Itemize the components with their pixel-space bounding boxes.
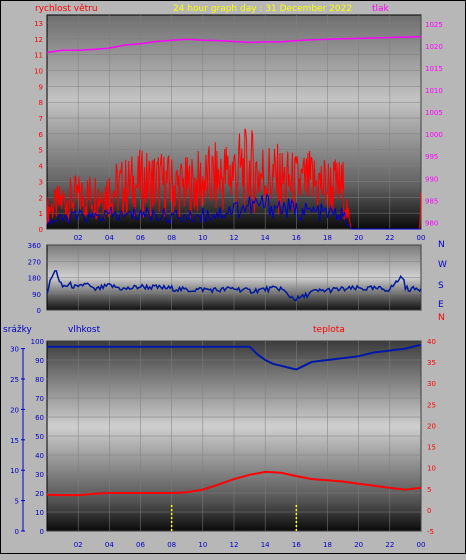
right-tick-label: 1020	[425, 43, 443, 51]
x-tick-label: 04	[105, 541, 114, 549]
rain-tick-label: 0	[15, 528, 19, 536]
temperature-tick-label: 20	[427, 422, 436, 430]
right-tick-label: 980	[425, 219, 438, 227]
temperature-tick-label: 25	[427, 401, 436, 409]
x-tick-label: 20	[354, 234, 363, 242]
humidity-tick-label: 100	[31, 338, 44, 346]
x-tick-label: 08	[167, 234, 176, 242]
right-tick-label: 995	[425, 153, 438, 161]
x-tick-label: 14	[261, 541, 270, 549]
right-tick-label: 1010	[425, 87, 443, 95]
compass-label: N	[438, 240, 445, 250]
graph-title: 24 hour graph day : 31 December 2022	[173, 4, 352, 14]
humidity-axis-label: vlhkost	[68, 325, 101, 335]
x-tick-label: 08	[167, 541, 176, 549]
x-tick-label: 18	[323, 234, 332, 242]
x-tick-label: 20	[354, 541, 363, 549]
compass-label: W	[438, 260, 447, 270]
rain-tick-label: 10	[10, 467, 19, 475]
compass-label: N	[438, 313, 445, 323]
left-tick-label: 0	[37, 307, 41, 315]
x-tick-label: 00	[417, 541, 426, 549]
temperature-tick-label: -5	[427, 528, 434, 536]
humidity-tick-label: 40	[35, 452, 44, 460]
rain-tick-label: 20	[10, 406, 19, 414]
temperature-tick-label: 10	[427, 465, 436, 473]
left-tick-label: 3	[39, 178, 43, 186]
humidity-tick-label: 20	[35, 490, 44, 498]
series-vlhkost	[47, 343, 422, 371]
compass-label: E	[438, 300, 444, 310]
rain-tick-label: 30	[10, 346, 19, 354]
temperature-tick-label: 15	[427, 444, 436, 452]
right-tick-label: 985	[425, 197, 438, 205]
humidity-tick-label: 70	[35, 395, 44, 403]
right-tick-label: 1015	[425, 65, 443, 73]
humidity-tick-label: 0	[40, 528, 44, 536]
x-tick-label: 02	[74, 541, 83, 549]
temperature-tick-label: 30	[427, 380, 436, 388]
humidity-tick-label: 50	[35, 433, 44, 441]
x-tick-label: 06	[136, 234, 145, 242]
left-tick-label: 1	[39, 210, 43, 218]
left-tick-label: 11	[34, 52, 43, 60]
series-average	[46, 193, 421, 230]
left-tick-label: 8	[39, 99, 43, 107]
x-tick-label: 10	[198, 541, 207, 549]
left-tick-label: 5	[39, 147, 43, 155]
temperature-tick-label: 35	[427, 359, 436, 367]
temperature-tick-label: 0	[427, 507, 431, 515]
series-direction	[46, 270, 422, 302]
left-tick-label: 90	[32, 291, 41, 299]
left-tick-label: 13	[34, 20, 43, 28]
right-tick-label: 1025	[425, 21, 443, 29]
x-tick-label: 00	[417, 234, 426, 242]
left-tick-label: 0	[39, 226, 43, 234]
x-tick-label: 02	[74, 234, 83, 242]
right-tick-label: 990	[425, 175, 438, 183]
right-tick-label: 1005	[425, 109, 443, 117]
compass-label: S	[438, 281, 444, 291]
x-tick-label: 04	[105, 234, 114, 242]
left-tick-label: 2	[39, 194, 43, 202]
series-teplota	[46, 470, 422, 497]
temperature-tick-label: 5	[427, 486, 431, 494]
x-tick-label: 18	[323, 541, 332, 549]
x-tick-label: 10	[198, 234, 207, 242]
x-tick-label: 16	[292, 234, 301, 242]
rain-tick-label: 25	[10, 376, 19, 384]
left-tick-label: 10	[34, 67, 43, 75]
left-tick-label: 360	[28, 242, 41, 250]
x-tick-label: 06	[136, 541, 145, 549]
x-tick-label: 12	[230, 234, 239, 242]
temperature-tick-label: 40	[427, 338, 436, 346]
x-tick-label: 16	[292, 541, 301, 549]
pressure-title: tlak	[372, 4, 390, 14]
left-tick-label: 6	[39, 131, 44, 139]
temperature-axis-label: teplota	[313, 325, 345, 335]
left-tick-label: 180	[28, 275, 41, 283]
humidity-tick-label: 60	[35, 414, 44, 422]
left-tick-label: 7	[39, 115, 43, 123]
rain-tick-label: 5	[15, 498, 19, 506]
humidity-tick-label: 90	[35, 357, 44, 365]
left-tick-label: 9	[39, 83, 43, 91]
left-tick-label: 270	[28, 258, 41, 266]
x-tick-label: 14	[261, 234, 270, 242]
series-tlak	[46, 35, 422, 54]
left-tick-label: 4	[39, 163, 44, 171]
left-tick-label: 12	[34, 36, 43, 44]
x-tick-label: 22	[385, 234, 394, 242]
wind-title: rychlost větru	[35, 4, 98, 14]
humidity-tick-label: 80	[35, 376, 44, 384]
rain-tick-label: 15	[10, 437, 19, 445]
x-tick-label: 12	[230, 541, 239, 549]
x-tick-label: 22	[385, 541, 394, 549]
humidity-tick-label: 10	[35, 509, 44, 517]
humidity-tick-label: 30	[35, 471, 44, 479]
rain-axis-label: srážky	[3, 325, 33, 335]
right-tick-label: 1000	[425, 131, 443, 139]
